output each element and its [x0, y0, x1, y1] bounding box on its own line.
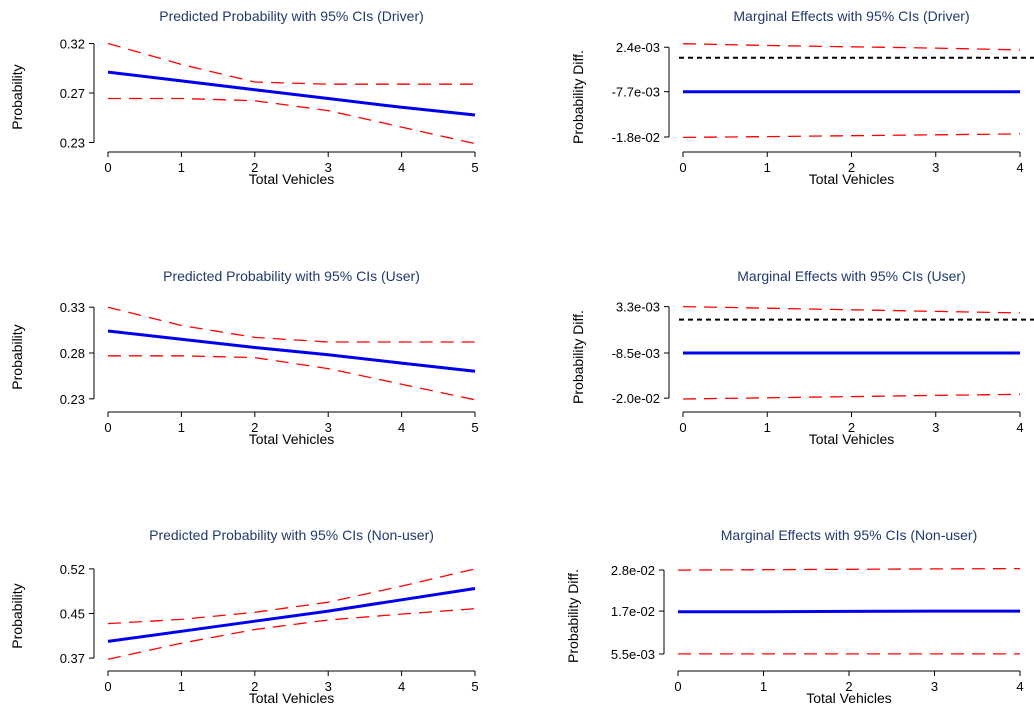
y-axis-title: Probability Diff.	[565, 569, 581, 663]
x-tick-label: 2	[845, 679, 852, 694]
x-tick-label: 5	[471, 160, 478, 175]
ci-upper-line	[682, 305, 1021, 314]
y-tick-label: 0.32	[60, 37, 85, 52]
ci-lower-line	[682, 133, 1021, 139]
y-tick-label: 1.7e-02	[611, 604, 655, 619]
x-tick-label: 3	[325, 160, 332, 175]
x-tick-label: 3	[325, 679, 332, 694]
estimate-line	[107, 587, 476, 643]
y-axis-title: Probability Diff.	[570, 310, 586, 404]
y-tick-label: -2.0e-02	[612, 391, 660, 406]
x-tick-label: 4	[398, 160, 405, 175]
x-tick-label: 5	[471, 420, 478, 435]
y-tick-label: 0.23	[60, 136, 85, 151]
x-axis-title: Total Vehicles	[806, 690, 892, 706]
ci-upper-line	[682, 43, 1021, 51]
y-tick-label: 5.5e-03	[611, 647, 655, 662]
chart-panel-pred-user: Predicted Probability with 95% CIs (User…	[9, 268, 479, 447]
x-tick-label: 1	[178, 160, 185, 175]
ci-upper-line	[677, 567, 1021, 571]
estimate-line	[107, 329, 476, 373]
y-tick-label: 0.27	[60, 86, 85, 101]
x-tick-label: 0	[679, 420, 686, 435]
y-tick-label: -8.5e-03	[612, 346, 660, 361]
x-tick-label: 3	[932, 160, 939, 175]
x-tick-label: 0	[104, 679, 111, 694]
x-tick-label: 3	[325, 420, 332, 435]
chart-title: Predicted Probability with 95% CIs (User…	[163, 268, 420, 284]
y-tick-label: -7.7e-03	[612, 85, 660, 100]
x-tick-label: 2	[251, 160, 258, 175]
chart-panel-marg-nonuser: Marginal Effects with 95% CIs (Non-user)…	[565, 527, 1024, 706]
y-tick-label: -1.8e-02	[612, 130, 660, 145]
x-tick-label: 2	[251, 420, 258, 435]
x-tick-label: 4	[398, 420, 405, 435]
ci-upper-line	[107, 42, 475, 85]
x-axis-title: Total Vehicles	[249, 431, 335, 447]
estimate-line	[678, 609, 1020, 614]
x-axis-title: Total Vehicles	[809, 431, 895, 447]
x-tick-label: 1	[764, 160, 771, 175]
y-axis-title: Probability Diff.	[570, 50, 586, 144]
x-tick-label: 5	[471, 679, 478, 694]
x-tick-label: 0	[104, 160, 111, 175]
y-axis-title: Probability	[9, 324, 25, 389]
y-tick-label: 3.3e-03	[616, 300, 660, 315]
y-axis-title: Probability	[9, 64, 25, 129]
x-tick-label: 1	[178, 420, 185, 435]
x-axis-title: Total Vehicles	[249, 171, 335, 187]
x-tick-label: 1	[760, 679, 767, 694]
x-tick-label: 0	[679, 160, 686, 175]
chart-title: Predicted Probability with 95% CIs (Driv…	[159, 8, 424, 24]
x-tick-label: 0	[674, 679, 681, 694]
x-tick-label: 3	[932, 420, 939, 435]
x-tick-label: 1	[764, 420, 771, 435]
x-tick-label: 4	[1016, 160, 1023, 175]
ci-lower-line	[682, 393, 1021, 400]
x-axis-title: Total Vehicles	[249, 690, 335, 706]
y-tick-label: 0.33	[60, 300, 85, 315]
x-tick-label: 2	[251, 679, 258, 694]
y-tick-label: 0.45	[60, 606, 85, 621]
ci-upper-line	[107, 306, 475, 343]
y-tick-label: 0.52	[60, 562, 85, 577]
x-tick-label: 2	[848, 160, 855, 175]
y-tick-label: 2.8e-02	[611, 563, 655, 578]
x-tick-label: 0	[104, 420, 111, 435]
x-tick-label: 4	[398, 679, 405, 694]
x-tick-label: 4	[1016, 679, 1023, 694]
x-axis-title: Total Vehicles	[809, 171, 895, 187]
y-tick-label: 0.28	[60, 346, 85, 361]
ci-lower-line	[108, 97, 476, 145]
x-tick-label: 2	[848, 420, 855, 435]
chart-title: Marginal Effects with 95% CIs (Driver)	[733, 8, 969, 24]
chart-panel-marg-driver: Marginal Effects with 95% CIs (Driver) 0 1…	[570, 8, 1034, 187]
x-tick-label: 3	[931, 679, 938, 694]
y-axis-title: Probability	[9, 583, 25, 648]
y-tick-label: 2.4e-03	[616, 40, 660, 55]
chart-panel-pred-nonuser: Predicted Probability with 95% CIs (Non-…	[9, 527, 479, 706]
y-tick-label: 0.37	[60, 651, 85, 666]
chart-title: Marginal Effects with 95% CIs (User)	[737, 268, 965, 284]
y-tick-label: 0.23	[60, 392, 85, 407]
x-tick-label: 1	[178, 679, 185, 694]
chart-title: Predicted Probability with 95% CIs (Non-…	[149, 527, 434, 543]
estimate-line	[107, 70, 476, 117]
chart-panel-marg-user: Marginal Effects with 95% CIs (User) 0 1 2 3…	[570, 268, 1034, 447]
chart-panel-pred-driver: Predicted Probability with 95% CIs (Driv…	[9, 8, 479, 187]
x-tick-label: 4	[1016, 420, 1023, 435]
ci-lower-line	[108, 355, 476, 401]
chart-title: Marginal Effects with 95% CIs (Non-user)	[721, 527, 978, 543]
